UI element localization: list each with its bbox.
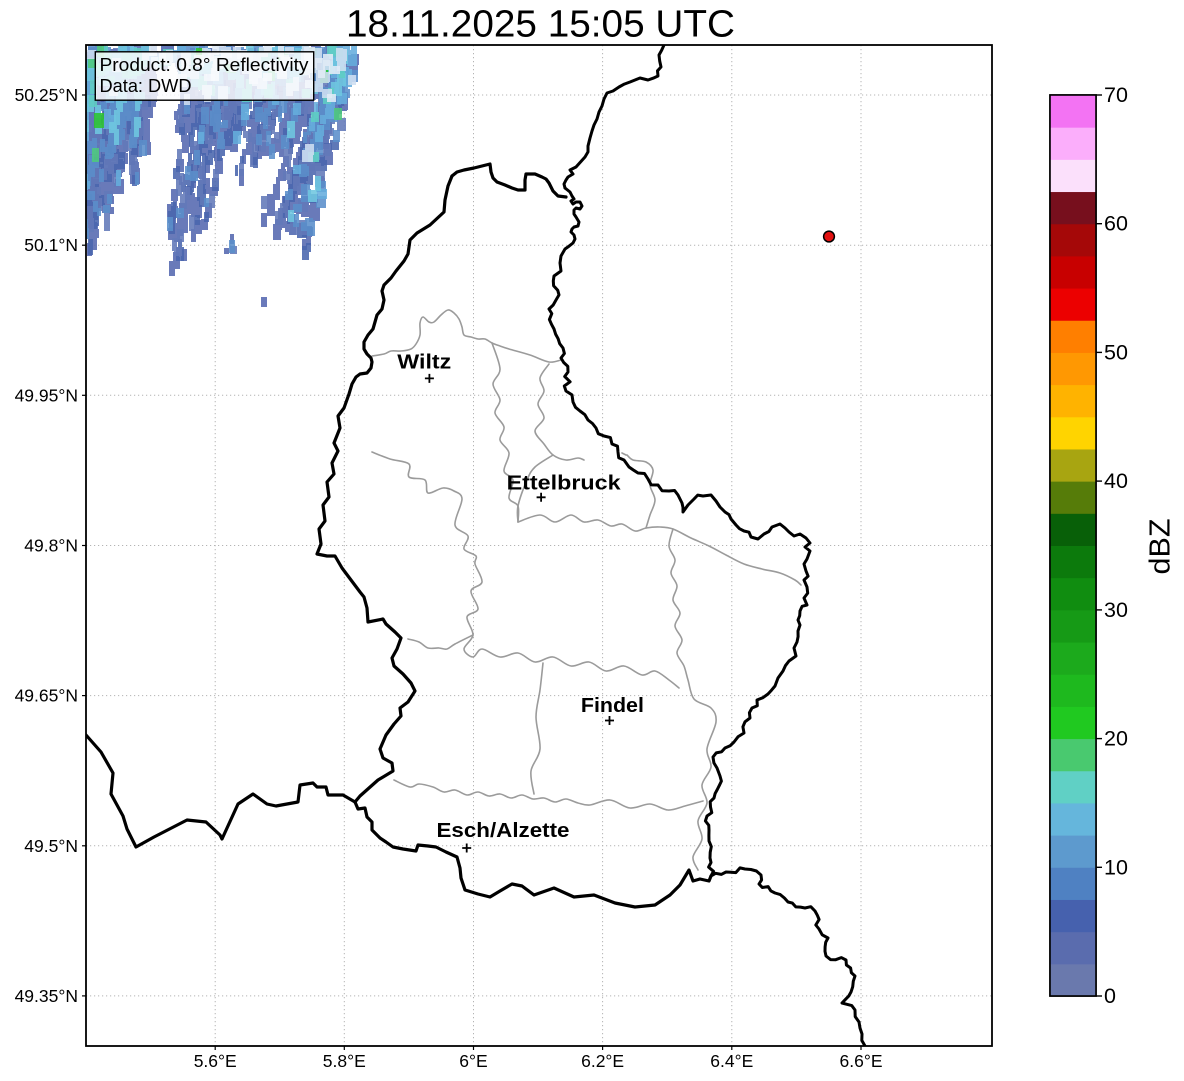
svg-text:10: 10 — [1104, 855, 1128, 879]
svg-text:49.8°N: 49.8°N — [24, 536, 78, 556]
svg-text:dBZ: dBZ — [1145, 519, 1177, 575]
svg-text:5.6°E: 5.6°E — [194, 1051, 237, 1071]
svg-text:6.6°E: 6.6°E — [840, 1051, 883, 1071]
svg-text:6°E: 6°E — [459, 1051, 487, 1071]
svg-text:Ettelbruck: Ettelbruck — [507, 472, 622, 495]
svg-text:18.11.2025 15:05 UTC: 18.11.2025 15:05 UTC — [346, 4, 735, 46]
svg-text:Findel: Findel — [581, 694, 644, 717]
svg-text:70: 70 — [1104, 83, 1128, 107]
svg-text:Product: 0.8° Reflectivity: Product: 0.8° Reflectivity — [100, 55, 309, 75]
svg-text:Esch/Alzette: Esch/Alzette — [437, 819, 570, 842]
svg-text:20: 20 — [1104, 727, 1128, 751]
svg-text:60: 60 — [1104, 212, 1128, 236]
svg-text:49.65°N: 49.65°N — [15, 686, 78, 706]
svg-text:50: 50 — [1104, 340, 1128, 364]
svg-text:30: 30 — [1104, 598, 1128, 622]
svg-text:Wiltz: Wiltz — [397, 351, 451, 374]
svg-text:50.1°N: 50.1°N — [24, 235, 78, 255]
svg-text:49.95°N: 49.95°N — [15, 385, 78, 405]
svg-text:49.5°N: 49.5°N — [24, 836, 78, 856]
svg-text:6.4°E: 6.4°E — [710, 1051, 753, 1071]
svg-text:50.25°N: 50.25°N — [15, 85, 78, 105]
svg-text:6.2°E: 6.2°E — [581, 1051, 624, 1071]
svg-text:0: 0 — [1104, 984, 1116, 1008]
svg-text:5.8°E: 5.8°E — [323, 1051, 366, 1071]
svg-text:40: 40 — [1104, 469, 1128, 493]
svg-text:Data: DWD: Data: DWD — [100, 76, 192, 96]
svg-text:49.35°N: 49.35°N — [15, 986, 78, 1006]
